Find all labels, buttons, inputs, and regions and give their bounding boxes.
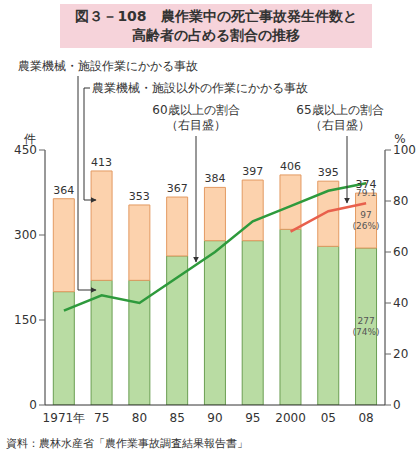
- svg-text:364: 364: [53, 184, 74, 197]
- svg-text:件: 件: [24, 132, 36, 146]
- svg-text:406: 406: [280, 160, 301, 173]
- svg-text:農業機械・施設以外の作業にかかる事故: 農業機械・施設以外の作業にかかる事故: [92, 81, 308, 95]
- svg-text:79.1: 79.1: [356, 188, 376, 198]
- svg-text:2000: 2000: [275, 411, 306, 425]
- svg-text:397: 397: [242, 165, 263, 178]
- svg-text:80: 80: [132, 411, 147, 425]
- svg-text:277(74%): 277(74%): [353, 316, 380, 337]
- svg-text:150: 150: [14, 313, 37, 327]
- svg-text:100: 100: [393, 143, 412, 157]
- svg-text:374: 374: [355, 178, 377, 192]
- svg-text:60: 60: [393, 245, 408, 259]
- svg-text:65歳以上の割合（右目盛）: 65歳以上の割合（右目盛）: [296, 103, 383, 132]
- svg-text:資料：農林水産省「農作業事故調査結果報告書」: 資料：農林水産省「農作業事故調査結果報告書」: [8, 437, 248, 450]
- svg-text:97(26%): 97(26%): [353, 210, 380, 231]
- svg-text:60歳以上の割合（右目盛）: 60歳以上の割合（右目盛）: [152, 103, 239, 132]
- svg-text:90: 90: [207, 411, 222, 425]
- svg-text:40: 40: [393, 296, 408, 310]
- svg-text:353: 353: [129, 190, 150, 203]
- svg-text:85: 85: [170, 411, 185, 425]
- svg-text:%: %: [394, 132, 405, 146]
- svg-text:75: 75: [94, 411, 109, 425]
- svg-text:08: 08: [358, 411, 373, 425]
- svg-text:80: 80: [393, 194, 408, 208]
- svg-text:413: 413: [91, 156, 112, 169]
- svg-text:384: 384: [204, 172, 225, 185]
- svg-text:95: 95: [245, 411, 260, 425]
- svg-text:0: 0: [29, 398, 37, 412]
- svg-text:450: 450: [14, 143, 37, 157]
- svg-text:05: 05: [321, 411, 336, 425]
- svg-text:395: 395: [318, 166, 339, 179]
- svg-text:367: 367: [167, 182, 188, 195]
- svg-text:1971年: 1971年: [43, 411, 86, 425]
- html-text:図３－108 農作業中の死亡事故発生件数と 高齢者の占める割: 図３－108 農作業中の死亡事故発生件数と 高齢者の占める割合の推移: [75, 8, 357, 43]
- svg-text:0: 0: [393, 398, 401, 412]
- svg-text:300: 300: [14, 228, 37, 242]
- svg-text:20: 20: [393, 347, 408, 361]
- svg-text:農業機械・施設作業にかかる事故: 農業機械・施設作業にかかる事故: [18, 59, 198, 73]
